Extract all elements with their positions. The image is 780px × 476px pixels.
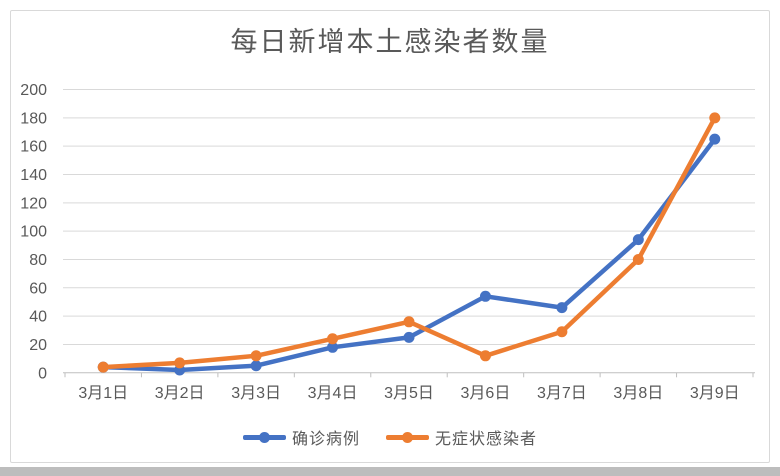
legend-marker-dot bbox=[402, 431, 413, 443]
y-axis-label: 40 bbox=[29, 309, 47, 326]
x-axis-label: 3月1日 bbox=[78, 385, 128, 402]
y-axis-label: 20 bbox=[29, 337, 47, 354]
data-point-marker-0 bbox=[403, 331, 415, 343]
y-axis-label: 100 bbox=[20, 224, 47, 241]
legend-marker-dot bbox=[258, 431, 270, 443]
x-axis-label: 3月2日 bbox=[155, 385, 205, 402]
legend-item-1: 无症状感染者 bbox=[386, 425, 537, 449]
data-point-marker-1 bbox=[250, 350, 262, 362]
legend-item-0: 确诊病例 bbox=[242, 425, 360, 449]
x-axis-label: 3月6日 bbox=[461, 385, 511, 402]
x-axis-label: 3月9日 bbox=[690, 385, 740, 402]
chart-title: 每日新增本土感染者数量 bbox=[230, 27, 550, 57]
x-axis-label: 3月3日 bbox=[231, 385, 281, 402]
y-axis-label: 60 bbox=[29, 280, 47, 297]
data-point-marker-1 bbox=[556, 326, 568, 338]
chart-legend: 确诊病例 无症状感染者 bbox=[0, 425, 780, 449]
y-axis-label: 140 bbox=[20, 167, 47, 184]
data-point-marker-1 bbox=[327, 333, 339, 345]
data-point-marker-1 bbox=[479, 350, 491, 362]
data-point-marker-0 bbox=[250, 360, 262, 372]
y-axis-label: 80 bbox=[29, 252, 47, 269]
data-point-marker-0 bbox=[709, 133, 721, 145]
x-axis-label: 3月4日 bbox=[308, 385, 358, 402]
data-point-marker-1 bbox=[709, 112, 721, 124]
data-point-marker-0 bbox=[556, 302, 568, 314]
y-axis-label: 160 bbox=[20, 139, 47, 156]
legend-line-marker-icon bbox=[386, 431, 429, 443]
data-point-marker-1 bbox=[632, 253, 644, 265]
legend-label: 确诊病例 bbox=[291, 431, 360, 448]
series-line-1 bbox=[100, 115, 718, 370]
data-point-marker-1 bbox=[174, 357, 186, 369]
x-axis-label: 3月8日 bbox=[613, 385, 663, 402]
x-axis-label: 3月5日 bbox=[384, 385, 434, 402]
y-axis-label: 180 bbox=[20, 110, 47, 127]
y-axis-label: 200 bbox=[20, 82, 47, 99]
data-point-marker-1 bbox=[97, 361, 109, 373]
y-axis-label: 120 bbox=[20, 195, 47, 212]
legend-label: 无症状感染者 bbox=[435, 431, 538, 448]
y-axis-label: 0 bbox=[38, 365, 47, 382]
data-point-marker-1 bbox=[403, 316, 415, 328]
x-axis-label: 3月7日 bbox=[537, 385, 587, 402]
data-point-marker-0 bbox=[327, 341, 339, 353]
legend-line-marker-icon bbox=[242, 431, 286, 443]
data-point-marker-0 bbox=[632, 234, 644, 246]
window-bottom-edge bbox=[0, 467, 780, 476]
data-point-marker-0 bbox=[479, 290, 491, 302]
